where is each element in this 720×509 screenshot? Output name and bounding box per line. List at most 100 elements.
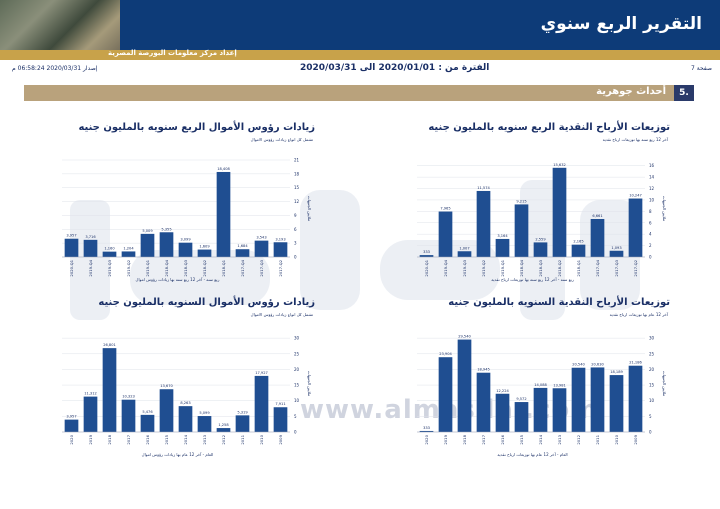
- bar-value-label: 333: [423, 426, 430, 430]
- bar-value-label: 1,007: [459, 246, 469, 250]
- y-tick-label: 25: [294, 351, 300, 356]
- bar: [457, 251, 472, 257]
- x-tick-label: 2018-Q4: [519, 259, 524, 276]
- y-tick-label: 25: [649, 351, 655, 356]
- bar-value-label: 21,186: [629, 361, 642, 365]
- bar: [216, 428, 231, 432]
- x-tick-label: 2015: [164, 434, 169, 444]
- bar-value-label: 23,904: [439, 352, 452, 356]
- bar: [178, 406, 193, 432]
- x-tick-label: 2020: [69, 434, 74, 444]
- bar: [514, 402, 529, 432]
- bar: [609, 375, 624, 432]
- bar: [273, 407, 288, 432]
- header-gold-strip: [0, 50, 720, 60]
- x-tick-label: 2019-Q4: [88, 259, 93, 276]
- bar-value-label: 15,632: [553, 163, 566, 167]
- x-tick-label: 2019-Q3: [107, 259, 112, 276]
- y-tick-label: 30: [649, 336, 655, 341]
- y-tick-label: 6: [649, 220, 652, 225]
- bar-value-label: 1,204: [123, 246, 134, 250]
- x-tick-label: 2017-Q4: [595, 259, 600, 276]
- bar-value-label: 29,540: [458, 335, 471, 339]
- x-tick-label: 2013: [202, 434, 207, 444]
- chart-title: توزيعات الأرباح النقدية الربع سنويه بالم…: [428, 122, 670, 133]
- bar: [438, 211, 453, 257]
- x-tick-label: 2018-Q3: [538, 259, 543, 276]
- y-tick-label: 10: [649, 197, 655, 202]
- section-bar: [24, 85, 694, 101]
- header-band: [120, 0, 720, 50]
- header-subtitle: إعداد مركز معلومات البورصة المصرية: [108, 49, 237, 57]
- x-tick-label: 2010: [614, 434, 619, 444]
- x-axis-caption: العام - آخر 12 عام بها زيادات رؤوس اموال: [141, 452, 214, 457]
- bar-value-label: 13,981: [553, 383, 566, 387]
- bar-value-label: 1,684: [237, 244, 248, 248]
- x-tick-label: 2018-Q1: [221, 259, 226, 276]
- y-tick-label: 12: [294, 199, 300, 204]
- x-axis-caption: ربع سنه - آخر 12 ربع سنه بها زيادات رؤوس…: [135, 277, 220, 282]
- y-tick-label: 0: [649, 255, 652, 260]
- bar: [64, 419, 79, 432]
- x-tick-label: 2017-Q3: [614, 259, 619, 276]
- bar: [121, 251, 136, 257]
- bar-value-label: 13,670: [160, 384, 173, 388]
- bar: [159, 232, 174, 257]
- bar-value-label: 1,609: [199, 245, 210, 249]
- x-tick-label: 2018-Q2: [557, 259, 562, 276]
- chart-annual-dividends: توزيعات الأرباح النقدية السنويه بالمليون…: [395, 297, 670, 465]
- bar: [197, 416, 212, 432]
- bar-value-label: 8,263: [180, 401, 190, 405]
- chart-plot: 0 5 10 15 20 25 30 ملايين الجنيهات 333 2020 23,904…: [417, 335, 667, 445]
- x-tick-label: 2014: [538, 434, 543, 444]
- y-tick-label: 2: [649, 243, 652, 248]
- y-axis-label: ملايين الجنيهات: [307, 371, 312, 396]
- y-tick-label: 15: [294, 185, 300, 190]
- bar: [273, 242, 288, 257]
- y-tick-label: 5: [294, 414, 297, 419]
- y-tick-label: 6: [294, 227, 297, 232]
- chart-plot: 0 5 10 15 20 25 30 ملايين الجنيهات 3,957 2020 11,3…: [62, 336, 312, 445]
- bar-value-label: 1,160: [104, 247, 115, 251]
- x-tick-label: 2018-Q4: [164, 259, 169, 276]
- y-tick-label: 8: [649, 209, 652, 214]
- y-tick-label: 16: [649, 163, 655, 168]
- x-tick-label: 2018-Q2: [202, 259, 207, 276]
- y-tick-label: 30: [294, 336, 300, 341]
- bar-value-label: 3,957: [66, 415, 76, 419]
- bar: [590, 218, 605, 257]
- x-tick-label: 2019-Q4: [443, 259, 448, 276]
- y-tick-label: 0: [294, 430, 297, 435]
- bar-value-label: 9,215: [516, 199, 526, 203]
- bar-value-label: 5,099: [199, 411, 210, 415]
- bar-value-label: 18,945: [477, 368, 490, 372]
- x-tick-label: 2019-Q1: [500, 259, 505, 276]
- bar: [216, 171, 231, 257]
- bar: [552, 388, 567, 432]
- report-title: التقرير الربع سنوي: [540, 14, 702, 34]
- x-axis-caption: العام - آخر 12 عام بها توزيعات ارباح نقد…: [497, 452, 568, 457]
- chart-title: توزيعات الأرباح النقدية السنويه بالمليون…: [448, 297, 670, 308]
- page-number: صفحة 7: [691, 65, 712, 72]
- y-tick-label: 10: [649, 398, 655, 403]
- y-tick-label: 9: [294, 213, 297, 218]
- x-tick-label: 2017: [126, 434, 131, 444]
- bar-value-label: 5,319: [237, 410, 248, 414]
- x-tick-label: 2017-Q3: [259, 259, 264, 276]
- bar-value-label: 5,009: [142, 229, 153, 233]
- bar: [121, 399, 136, 432]
- y-tick-label: 12: [649, 186, 655, 191]
- bar-value-label: 3,543: [256, 236, 266, 240]
- bar: [457, 339, 472, 432]
- bar-value-label: 2,165: [573, 240, 583, 244]
- y-tick-label: 20: [294, 367, 300, 372]
- x-tick-label: 2009: [278, 434, 283, 444]
- x-tick-label: 2011: [240, 434, 245, 444]
- bar-value-label: 7,911: [275, 402, 285, 406]
- bar-value-label: 17,927: [255, 371, 268, 375]
- bar: [178, 242, 193, 257]
- bar: [533, 242, 548, 257]
- y-axis-label: ملايين الجنيهات: [662, 371, 667, 396]
- chart-subtitle: آخر 12 ربع سنه بها توزيعات ارباح نقدية: [602, 137, 668, 142]
- bar-value-label: 26,801: [103, 343, 116, 347]
